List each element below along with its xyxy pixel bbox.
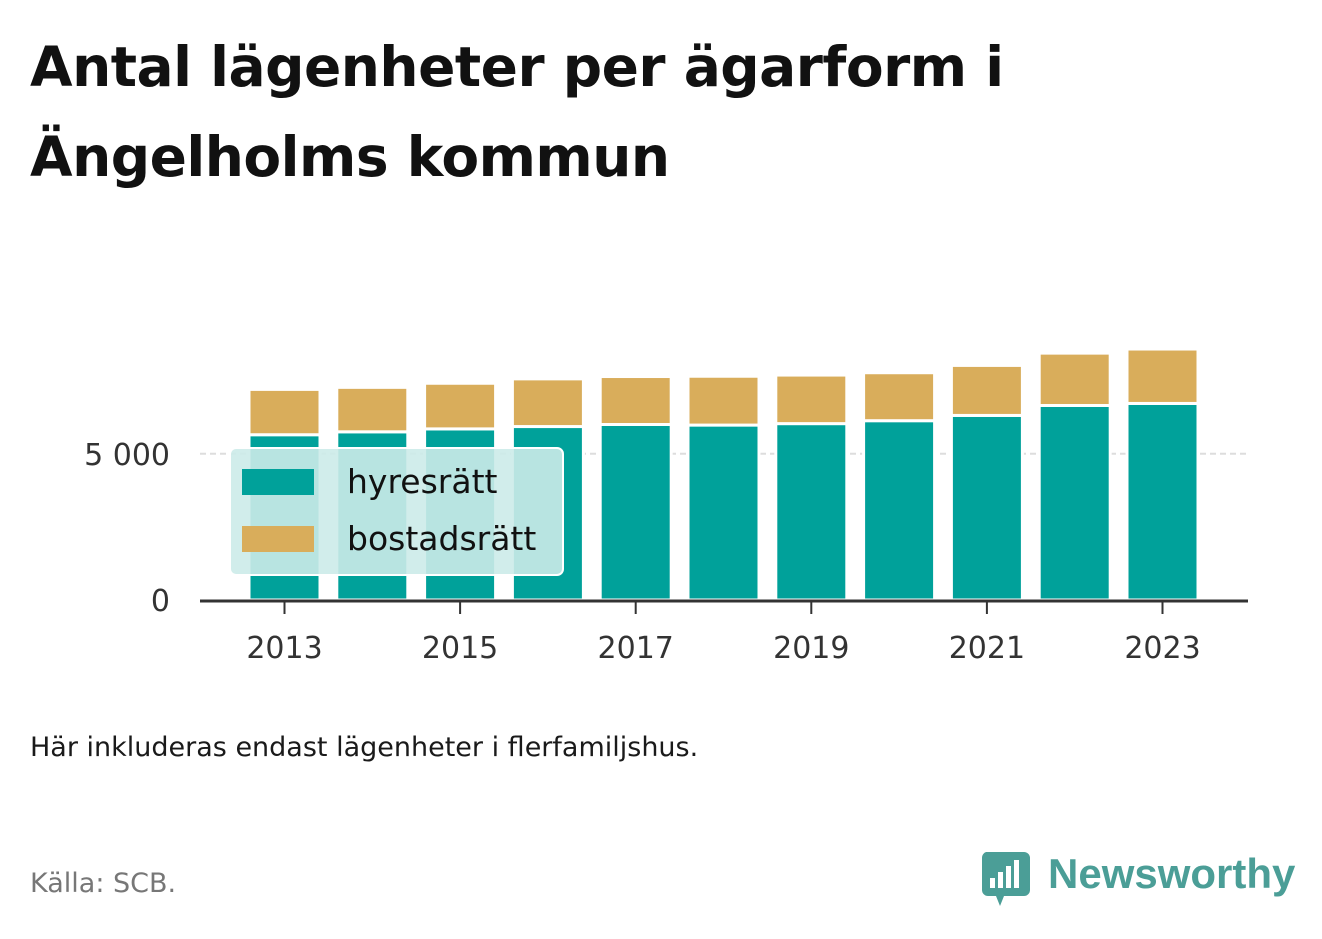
- bar-bostadsratt-2016: [510, 377, 585, 429]
- chart-caption: Här inkluderas endast lägenheter i flerf…: [30, 732, 699, 763]
- chart: hyresrätt bostadsrätt 0 5 000 2013 2015 2017 2…: [0, 300, 1322, 680]
- bar-hyresratt-2019: [774, 422, 849, 602]
- bar-hyresratt-2018: [686, 423, 761, 602]
- y-tick-label: 5 000: [84, 438, 170, 473]
- x-tick-label: 2017: [598, 631, 674, 666]
- bar-hyresratt-2020: [862, 419, 937, 602]
- bar-bostadsratt-2020: [862, 371, 937, 423]
- bar-bostadsratt-2015: [423, 381, 498, 431]
- bar-bostadsratt-2017: [598, 375, 673, 426]
- bar-bostadsratt-2021: [949, 363, 1024, 417]
- legend-label-hyresratt: hyresrätt: [347, 462, 498, 501]
- newsworthy-logo[interactable]: Newsworthy: [980, 848, 1300, 912]
- bar-bostadsratt-2022: [1037, 351, 1112, 407]
- bar-hyresratt-2022: [1037, 403, 1112, 602]
- x-tick-label: 2015: [422, 631, 498, 666]
- chart-svg: hyresrätt bostadsrätt 0 5 000 2013 2015 2017 2…: [84, 347, 1248, 666]
- bar-bostadsratt-2023: [1125, 347, 1200, 405]
- legend-label-bostadsratt: bostadsrätt: [347, 519, 536, 558]
- axis-layer: 0 5 000 2013 2015 2017 2019 2021 2023: [84, 438, 1248, 666]
- x-tick-label: 2023: [1124, 631, 1200, 666]
- x-tick-label: 2021: [949, 631, 1025, 666]
- bar-hyresratt-2021: [949, 413, 1024, 602]
- source-note: Källa: SCB.: [30, 868, 177, 899]
- chart-title: Antal lägenheter per ägarform i Ängelhol…: [30, 35, 1004, 189]
- bar-bostadsratt-2013: [247, 387, 322, 437]
- x-tick-label: 2013: [246, 631, 322, 666]
- bar-hyresratt-2023: [1125, 401, 1200, 602]
- legend-swatch-bostadsratt: [242, 526, 314, 552]
- brand-name: Newsworthy: [1048, 850, 1296, 897]
- bar-bostadsratt-2018: [686, 374, 761, 427]
- newsworthy-logo-icon: [981, 852, 1030, 906]
- x-tick-label: 2019: [773, 631, 849, 666]
- bar-hyresratt-2017: [598, 423, 673, 602]
- y-tick-label: 0: [151, 584, 170, 619]
- bar-bostadsratt-2019: [774, 373, 849, 426]
- bar-bostadsratt-2014: [335, 385, 410, 434]
- legend-swatch-hyresratt: [242, 469, 314, 495]
- legend: hyresrätt bostadsrätt: [229, 447, 564, 576]
